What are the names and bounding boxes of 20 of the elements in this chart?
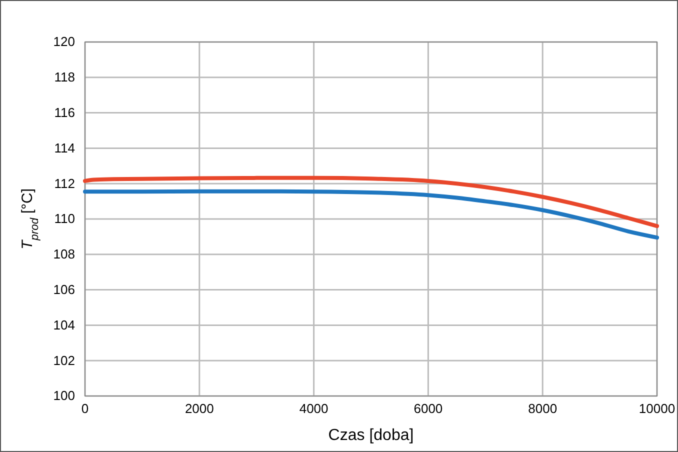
y-tick-label: 108 — [53, 246, 75, 262]
y-tick-label: 104 — [53, 317, 75, 332]
x-tick-label: 4000 — [299, 401, 328, 416]
x-tick-label: 0 — [81, 401, 89, 416]
x-tick-label: 10000 — [638, 401, 676, 416]
x-tick-label: 8000 — [528, 401, 558, 416]
y-tick-label: 114 — [54, 140, 75, 156]
x-tick-label: 2000 — [184, 401, 214, 416]
y-tick-label: 100 — [53, 388, 75, 404]
y-tick-label: 112 — [54, 176, 75, 191]
y-tick-label: 110 — [54, 211, 75, 226]
y-tick-label: 118 — [54, 70, 75, 85]
y-tick-label: 120 — [53, 34, 75, 50]
x-axis-title: Czas [doba] — [328, 427, 414, 444]
y-tick-label: 106 — [53, 282, 75, 297]
line-series — [83, 176, 659, 228]
y-tick-label: 116 — [54, 104, 75, 120]
y-tick-label: 102 — [53, 352, 75, 368]
x-tick-label: 6000 — [414, 401, 443, 416]
line-series — [83, 189, 659, 240]
